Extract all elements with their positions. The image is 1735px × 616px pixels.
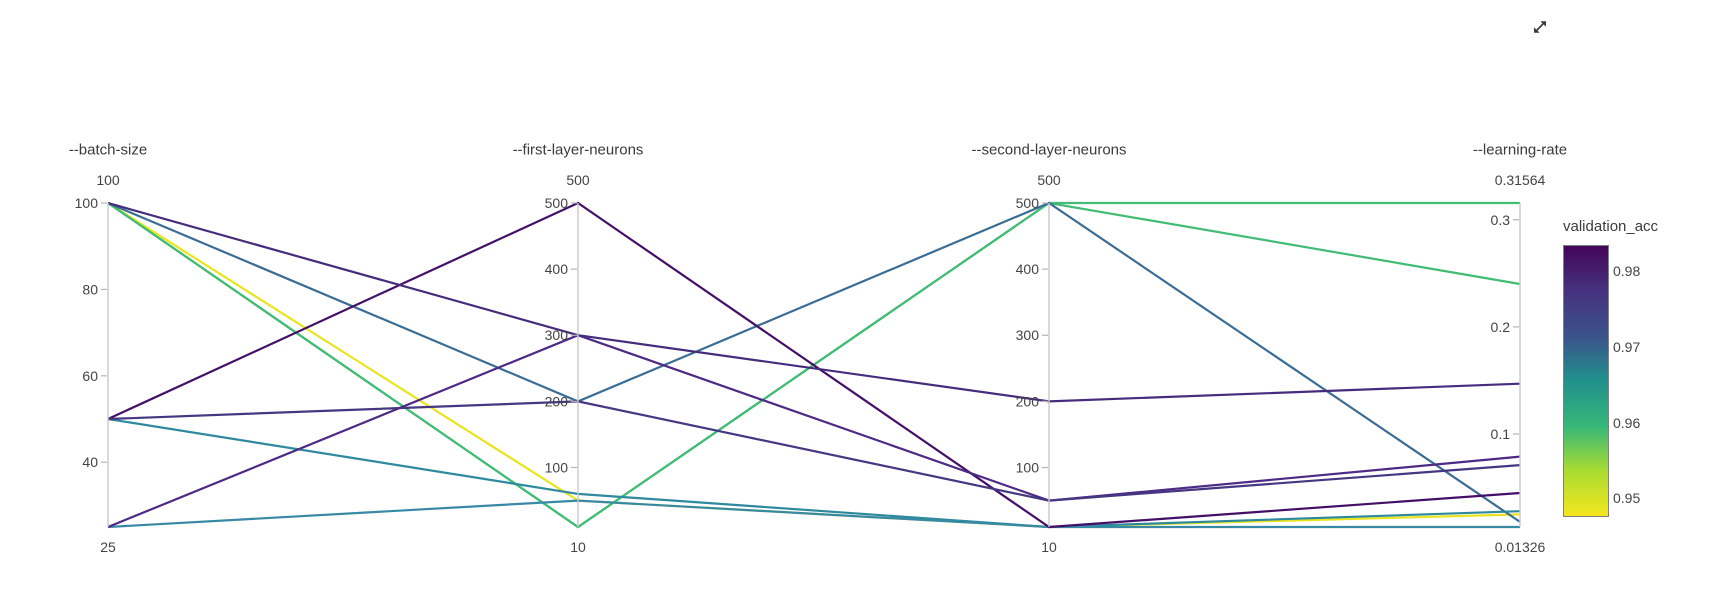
axis-min-label-second-layer-neurons: 10 [1041,539,1057,555]
run-line[interactable] [107,499,1520,529]
axis-max-label-learning-rate: 0.31564 [1494,172,1546,188]
axis-tick-label: 400 [545,261,569,277]
axis-tick-label: 100 [75,195,99,211]
axis-tick-label: 300 [545,327,569,343]
axis-tick-label: 500 [1016,195,1040,211]
colorbar-tick: 0.97 [1613,339,1641,355]
axis-tick-label: 200 [545,393,569,409]
axis-tick-label: 60 [82,368,98,384]
run-line[interactable] [107,201,1521,529]
colorbar-title: validation_acc [1563,218,1659,235]
colorbar-tick: 0.98 [1613,263,1641,279]
axis-tick-label: 300 [1016,327,1040,343]
axis-tick-label: 400 [1016,261,1040,277]
run-line[interactable] [107,400,1521,502]
axis-tick-label: 0.3 [1491,212,1511,228]
axis-tick-label: 200 [1016,393,1040,409]
axis-title-batch-size: --batch-size [68,141,148,159]
axis-tick-label: 0.2 [1491,319,1511,335]
axis-tick-label: 500 [545,195,569,211]
axis-max-label-batch-size: 100 [96,172,120,188]
axis-title-first-layer-neurons: --first-layer-neurons [512,141,644,159]
axis-tick-label: 80 [82,281,98,297]
axis-max-label-first-layer-neurons: 500 [566,172,590,188]
run-line[interactable] [107,201,1521,523]
axis-min-label-learning-rate: 0.01326 [1494,539,1546,555]
colorbar-tick: 0.96 [1613,415,1641,431]
run-line[interactable] [107,417,1521,529]
axis-tick-label: 0.1 [1491,426,1511,442]
colorbar-gradient [1563,245,1609,517]
axis-min-label-first-layer-neurons: 10 [570,539,586,555]
axis-tick-label: 40 [82,454,98,470]
colorbar-tick: 0.95 [1613,490,1641,506]
expand-icon[interactable] [1527,14,1553,40]
axis-title-second-layer-neurons: --second-layer-neurons [971,141,1127,159]
run-line[interactable] [107,201,1521,403]
axis-title-learning-rate: --learning-rate [1472,141,1568,159]
axis-max-label-second-layer-neurons: 500 [1037,172,1061,188]
run-line[interactable] [107,334,1521,529]
axis-tick-label: 100 [545,459,569,475]
axis-tick-label: 100 [1016,459,1040,475]
axis-min-label-batch-size: 25 [100,539,116,555]
